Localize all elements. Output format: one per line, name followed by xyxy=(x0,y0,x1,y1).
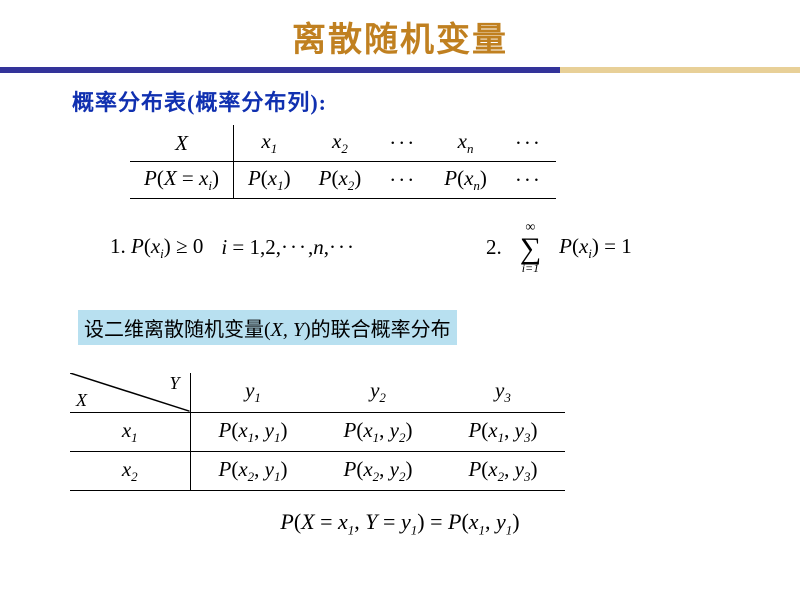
slide: 离散随机变量 概率分布表(概率分布列): X x1 x2 ··· xn ··· … xyxy=(0,0,800,600)
cell-Px2: P(x2) xyxy=(305,162,376,199)
cell: P(x2, y3) xyxy=(440,451,565,490)
accent-left xyxy=(0,67,560,73)
cell-X: X xyxy=(130,125,233,162)
col-y3: y3 xyxy=(440,373,565,412)
cell: P(x1, y3) xyxy=(440,412,565,451)
cell-dots: ··· xyxy=(501,162,556,199)
sigma-icon: ∞ ∑ i=1 xyxy=(520,221,541,274)
accent-right xyxy=(560,67,800,73)
cell-Px1: P(x1) xyxy=(233,162,304,199)
cell: P(x2, y2) xyxy=(315,451,440,490)
cell-dots: ··· xyxy=(375,125,430,162)
row-x2: x2 xyxy=(70,451,190,490)
joint-table: X Y y1 y2 y3 x1 P(x1, y1) P(x1, y2) P(x1… xyxy=(70,373,800,491)
cell-Pxn: P(xn) xyxy=(430,162,501,199)
cell: P(x2, y1) xyxy=(190,451,315,490)
conditions-row: 1. P(xi) ≥ 0 i = 1,2,···,n,··· 2. ∞ ∑ i=… xyxy=(110,221,800,274)
cell: P(x1, y1) xyxy=(190,412,315,451)
cell-x1: x1 xyxy=(233,125,304,162)
diag-cell: X Y xyxy=(70,373,190,412)
condition-2: 2. ∞ ∑ i=1 P(xi) = 1 xyxy=(486,221,632,274)
cell-dots: ··· xyxy=(375,162,430,199)
condition-1: 1. P(xi) ≥ 0 i = 1,2,···,n,··· xyxy=(110,234,356,262)
joint-intro: 设二维离散随机变量(X, Y)的联合概率分布 xyxy=(78,310,457,345)
cell-xn: xn xyxy=(430,125,501,162)
cell-P-head: P(X = xi) xyxy=(130,162,233,199)
row-x1: x1 xyxy=(70,412,190,451)
accent-bar xyxy=(0,67,800,73)
col-y2: y2 xyxy=(315,373,440,412)
page-title: 离散随机变量 xyxy=(0,12,800,61)
cell: P(x1, y2) xyxy=(315,412,440,451)
bottom-equation: P(X = x1, Y = y1) = P(x1, y1) xyxy=(0,509,800,538)
cell-x2: x2 xyxy=(305,125,376,162)
distribution-table: X x1 x2 ··· xn ··· P(X = xi) P(x1) P(x2)… xyxy=(130,125,800,199)
section-subtitle: 概率分布表(概率分布列): xyxy=(72,85,800,117)
cell-dots: ··· xyxy=(501,125,556,162)
col-y1: y1 xyxy=(190,373,315,412)
